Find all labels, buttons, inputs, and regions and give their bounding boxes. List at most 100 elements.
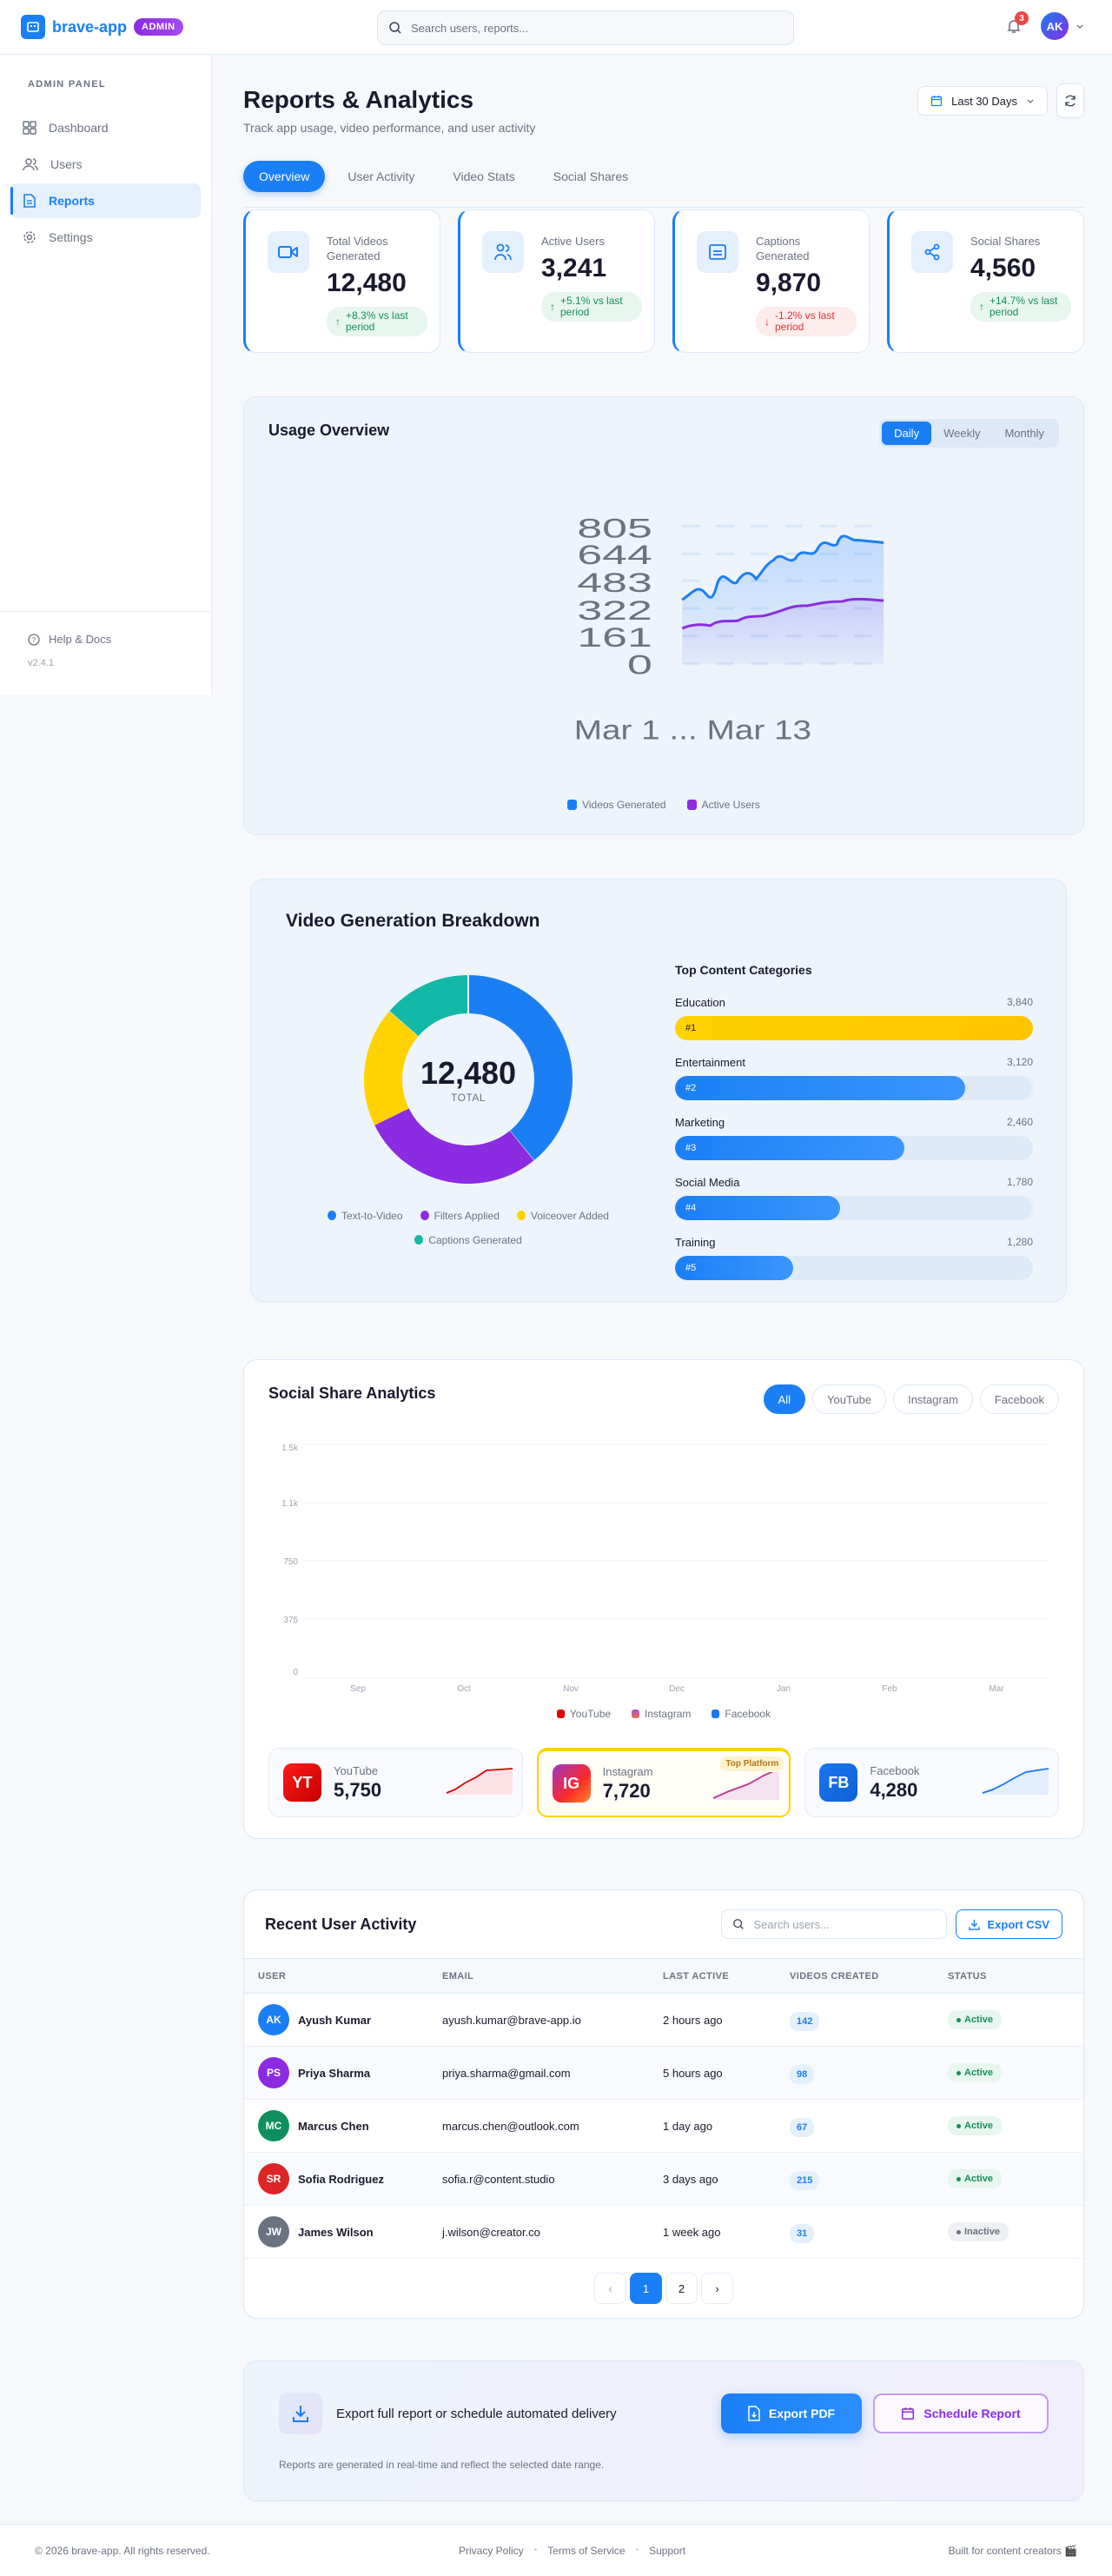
prev-page-button[interactable]: ‹ xyxy=(594,2273,626,2304)
refresh-button[interactable] xyxy=(1056,83,1084,118)
export-csv-button[interactable]: Export CSV xyxy=(956,1909,1062,1939)
kpi-label: Captions Generated xyxy=(756,235,810,262)
donut-legend: Text-to-Video Filters Applied Voiceover … xyxy=(303,1210,633,1246)
kpi-label: Total Videos Generated xyxy=(327,235,388,262)
svg-text:375: 375 xyxy=(283,1616,298,1625)
tab-social-shares[interactable]: Social Shares xyxy=(553,169,629,183)
category-value: 3,120 xyxy=(1006,1056,1033,1068)
status-badge: Active xyxy=(948,2063,1003,2082)
global-search-input[interactable]: Search users, reports... xyxy=(377,10,794,45)
tab-user-activity[interactable]: User Activity xyxy=(348,169,415,183)
kpi-value: 9,870 xyxy=(756,269,822,297)
user-search-input[interactable]: Search users... xyxy=(721,1909,948,1939)
sidebar-item-settings[interactable]: Settings xyxy=(10,220,201,255)
sparkline xyxy=(712,1772,780,1800)
column-header-status[interactable]: STATUS xyxy=(948,1958,1083,1994)
svg-text:0: 0 xyxy=(627,650,652,681)
legend-item[interactable]: Facebook xyxy=(712,1708,771,1720)
category-bar: #4 xyxy=(675,1196,840,1220)
report-tabs: Overview User Activity Video Stats Socia… xyxy=(243,161,1084,208)
sidebar-item-reports[interactable]: Reports xyxy=(10,183,201,218)
brand[interactable]: brave-app ADMIN xyxy=(21,15,183,39)
help-docs-link[interactable]: ? Help & Docs xyxy=(28,633,183,646)
column-header-user[interactable]: USER xyxy=(244,1958,442,1994)
date-range-value: Last 30 Days xyxy=(951,94,1017,108)
platform-card-youtube[interactable]: YT YouTube 5,750 xyxy=(268,1748,523,1817)
page-subtitle: Track app usage, video performance, and … xyxy=(243,121,536,135)
legend-item[interactable]: Text-to-Video xyxy=(328,1210,403,1222)
category-value: 3,840 xyxy=(1006,996,1033,1008)
user-email: sofia.r@content.studio xyxy=(442,2152,663,2206)
avatar: AK xyxy=(258,2004,289,2035)
help-circle-icon: ? xyxy=(28,633,40,646)
kpi-trend-text: -1.2% vs last period xyxy=(775,309,835,333)
filter-facebook-chip[interactable]: Facebook xyxy=(979,1384,1059,1414)
column-header-last-active[interactable]: LAST ACTIVE xyxy=(663,1958,790,1994)
period-weekly-button[interactable]: Weekly xyxy=(943,427,981,440)
avatar: PS xyxy=(258,2057,289,2088)
column-header-videos[interactable]: VIDEOS CREATED xyxy=(790,1958,948,1994)
table-row[interactable]: SR Sofia Rodriguez sofia.r@content.studio… xyxy=(244,2152,1083,2206)
search-icon xyxy=(389,22,401,34)
legend-label: YouTube xyxy=(569,1708,612,1720)
platform-card-facebook[interactable]: FB Facebook 4,280 xyxy=(804,1748,1059,1817)
schedule-report-button[interactable]: Schedule Report xyxy=(873,2393,1049,2433)
table-row[interactable]: MC Marcus Chen marcus.chen@outlook.com 1 … xyxy=(244,2099,1083,2153)
export-note: Reports are generated in real-time and r… xyxy=(279,2459,605,2471)
tab-video-stats[interactable]: Video Stats xyxy=(453,169,515,183)
period-monthly-button[interactable]: Monthly xyxy=(1004,427,1044,440)
platform-card-instagram[interactable]: Top Platform IG Instagram 7,720 xyxy=(536,1748,791,1817)
file-text-icon xyxy=(23,194,36,208)
category-value: 1,280 xyxy=(1006,1236,1033,1248)
notification-count: 3 xyxy=(1015,11,1029,25)
legend-label: Facebook xyxy=(725,1708,771,1720)
brand-name: brave-app xyxy=(52,17,128,36)
support-link[interactable]: Support xyxy=(649,2544,686,2557)
category-value: 2,460 xyxy=(1006,1116,1033,1128)
sidebar: ADMIN PANEL Dashboard Users Reports Sett… xyxy=(0,55,212,694)
filter-instagram-chip[interactable]: Instagram xyxy=(893,1384,973,1414)
period-daily-button[interactable]: Daily xyxy=(882,422,932,445)
legend-item[interactable]: Videos Generated xyxy=(567,799,666,811)
table-row[interactable]: PS Priya Sharma priya.sharma@gmail.com 5 … xyxy=(244,2046,1083,2100)
donut-chart: 12,480 TOTAL xyxy=(364,975,573,1184)
legend-item[interactable]: YouTube xyxy=(556,1708,612,1720)
videos-count-badge: 142 xyxy=(790,2011,820,2031)
svg-text:Nov: Nov xyxy=(563,1684,579,1694)
legend-item[interactable]: Instagram xyxy=(632,1708,691,1720)
donut-total-label: TOTAL xyxy=(450,1092,486,1104)
page-1-button[interactable]: 1 xyxy=(630,2273,662,2304)
kpi-trend-text: +5.1% vs last period xyxy=(560,295,623,318)
privacy-policy-link[interactable]: Privacy Policy xyxy=(459,2544,524,2557)
table-row[interactable]: JW James Wilson j.wilson@creator.co 1 wee… xyxy=(244,2205,1083,2259)
calendar-icon xyxy=(902,2407,915,2420)
user-name: Marcus Chen xyxy=(298,2119,369,2133)
sidebar-item-dashboard[interactable]: Dashboard xyxy=(10,110,201,145)
top-platform-badge: Top Platform xyxy=(720,1756,784,1771)
terms-of-service-link[interactable]: Terms of Service xyxy=(547,2544,626,2557)
date-range-select[interactable]: Last 30 Days xyxy=(917,86,1048,116)
user-menu[interactable]: AK xyxy=(1041,12,1084,40)
filter-all-chip[interactable]: All xyxy=(763,1384,805,1414)
category-bar: #1 xyxy=(675,1016,1033,1040)
table-row[interactable]: AK Ayush Kumar ayush.kumar@brave-app.io 2… xyxy=(244,1993,1083,2047)
social-title: Social Share Analytics xyxy=(268,1384,436,1402)
sidebar-item-users[interactable]: Users xyxy=(10,147,201,182)
legend-item[interactable]: Captions Generated xyxy=(414,1234,522,1246)
legend-item[interactable]: Voiceover Added xyxy=(516,1210,609,1222)
page-2-button[interactable]: 2 xyxy=(665,2273,698,2304)
usage-overview-panel: 805 644 483 322 161 0 Mar 1 ... Mar 13 U… xyxy=(243,396,1084,835)
legend-item[interactable]: Active Users xyxy=(686,799,760,811)
user-email: j.wilson@creator.co xyxy=(442,2205,663,2259)
kpi-trend-text: +14.7% vs last period xyxy=(990,295,1058,318)
avatar: SR xyxy=(258,2163,289,2194)
next-page-button[interactable]: › xyxy=(701,2273,733,2304)
tab-overview[interactable]: Overview xyxy=(243,161,326,192)
legend-item[interactable]: Filters Applied xyxy=(420,1210,500,1222)
filter-youtube-chip[interactable]: YouTube xyxy=(812,1384,887,1414)
svg-text:805: 805 xyxy=(577,513,652,544)
gear-icon xyxy=(23,231,36,243)
export-pdf-button[interactable]: Export PDF xyxy=(721,2393,862,2433)
column-header-email[interactable]: EMAIL xyxy=(442,1958,663,1994)
notifications-button[interactable]: 3 xyxy=(1004,11,1029,36)
